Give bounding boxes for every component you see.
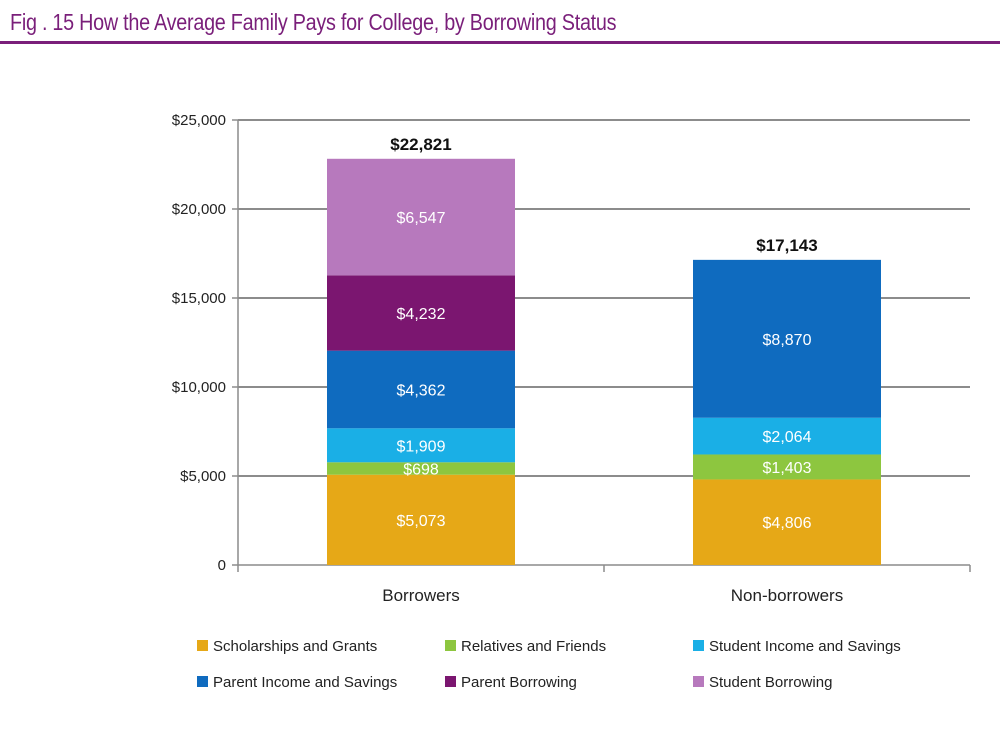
segment-value-label: $4,232 bbox=[397, 306, 446, 323]
legend: Scholarships and Grants Relatives and Fri… bbox=[197, 638, 901, 691]
segment-value-label: $2,064 bbox=[763, 429, 812, 446]
legend-label: Scholarships and Grants bbox=[213, 638, 377, 655]
figure-header: Fig . 15 How the Average Family Pays for… bbox=[0, 0, 1000, 44]
legend-swatch bbox=[445, 640, 456, 651]
y-tick-label: $10,000 bbox=[172, 379, 226, 396]
segment-value-label: $4,806 bbox=[763, 515, 812, 532]
bar-segment-parent-borrowing bbox=[327, 275, 515, 351]
segment-value-label: $8,870 bbox=[763, 332, 812, 349]
figure-title: Fig . 15 How the Average Family Pays for… bbox=[10, 9, 617, 35]
total-value-label: $17,143 bbox=[756, 236, 817, 255]
axes: 0 $5,000 $10,000 $15,000 $20,000 $25,000 Borro… bbox=[172, 112, 971, 605]
legend-swatch bbox=[197, 640, 208, 651]
segment-value-label: $1,403 bbox=[763, 460, 812, 477]
y-tick-label: $25,000 bbox=[172, 112, 226, 129]
total-value-label: $22,821 bbox=[390, 135, 451, 154]
bar-segment-student-income-and-savings bbox=[693, 417, 881, 455]
y-tick-label: $20,000 bbox=[172, 201, 226, 218]
bar-segment-relatives-and-friends bbox=[693, 454, 881, 480]
bar-segment-student-income-and-savings bbox=[327, 428, 515, 463]
legend-label: Parent Borrowing bbox=[461, 674, 577, 691]
legend-label: Parent Income and Savings bbox=[213, 674, 397, 691]
bar-segment-parent-income-and-savings bbox=[693, 259, 881, 418]
bar-segment-scholarships-and-grants bbox=[327, 474, 515, 565]
legend-label: Relatives and Friends bbox=[461, 638, 606, 655]
segment-value-label: $5,073 bbox=[397, 513, 446, 530]
bar-segment-parent-income-and-savings bbox=[327, 350, 515, 429]
legend-label: Student Borrowing bbox=[709, 674, 832, 691]
x-category-label: Non-borrowers bbox=[731, 586, 843, 605]
bar-segment-student-borrowing bbox=[327, 158, 515, 276]
segment-value-label: $1,909 bbox=[397, 438, 446, 455]
y-tick-label: $15,000 bbox=[172, 290, 226, 307]
bar-segment-relatives-and-friends bbox=[327, 462, 515, 475]
x-category-label: Borrowers bbox=[382, 586, 459, 605]
legend-swatch bbox=[197, 676, 208, 687]
bars bbox=[327, 158, 881, 565]
bar-segment-scholarships-and-grants bbox=[693, 479, 881, 565]
legend-swatch bbox=[693, 676, 704, 687]
data-labels: $5,073 $698 $1,909 $4,362 $4,232 $6,547 $22,82… bbox=[390, 135, 817, 532]
segment-value-label: $4,362 bbox=[397, 382, 446, 399]
segment-value-label: $698 bbox=[403, 461, 439, 478]
legend-label: Student Income and Savings bbox=[709, 638, 901, 655]
segment-value-label: $6,547 bbox=[397, 210, 446, 227]
legend-swatch bbox=[445, 676, 456, 687]
y-tick-label: $5,000 bbox=[180, 468, 226, 485]
y-tick-label: 0 bbox=[218, 557, 226, 574]
legend-swatch bbox=[693, 640, 704, 651]
